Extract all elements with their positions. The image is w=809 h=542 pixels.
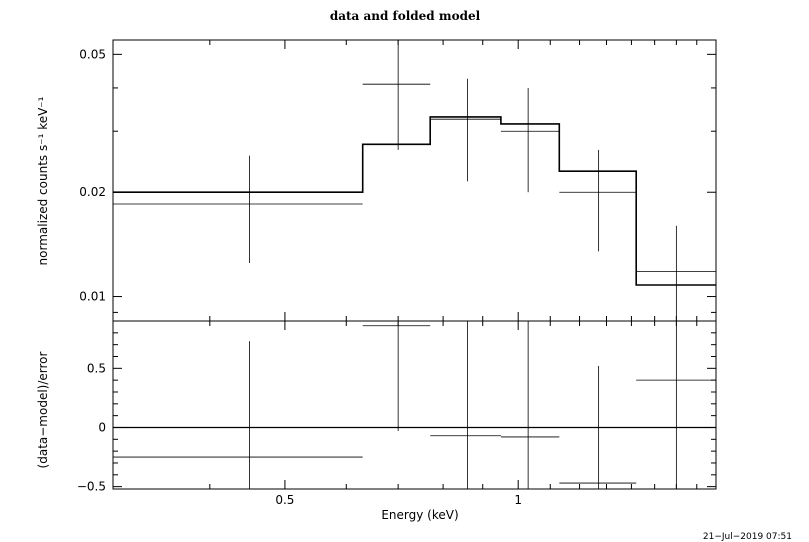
residual-panel-y-label: (data−model)/error [36,351,50,468]
data-point [559,365,637,489]
panel-content [113,321,716,489]
y-tick-label: −0.5 [77,480,106,494]
data-point [430,78,501,182]
y-tick-label: 0.05 [79,47,106,61]
data-point [636,321,716,489]
y-tick-label: 0.5 [87,361,106,375]
data-model-panel: 0.01 0.02 0.05 [79,39,717,322]
y-tick-label: 0 [98,420,106,434]
data-point [636,225,716,321]
x-tick-label: 0.5 [275,493,294,507]
y-tick-label: 0.01 [79,290,106,304]
data-point [362,321,431,432]
panel-content [113,40,716,321]
data-point [113,155,363,263]
data-point [559,149,637,252]
data-point [113,341,363,489]
chart-title: data and folded model [330,9,481,23]
panel-frame [112,320,717,490]
x-axis-label: Energy (keV) [381,508,458,522]
data-point [362,40,431,150]
timestamp: 21−Jul−2019 07:51 [703,532,792,542]
residual-panel: −0.5 0 0.5 [77,320,717,494]
model-step-line [113,116,716,286]
data-point [430,321,501,489]
data-point [500,321,560,489]
top-panel-y-label: normalized counts s⁻¹ keV⁻¹ [36,96,50,265]
x-tick-label: 1 [514,493,522,507]
data-point [500,87,560,193]
y-tick-label: 0.02 [79,185,106,199]
panel-frame [112,39,717,322]
